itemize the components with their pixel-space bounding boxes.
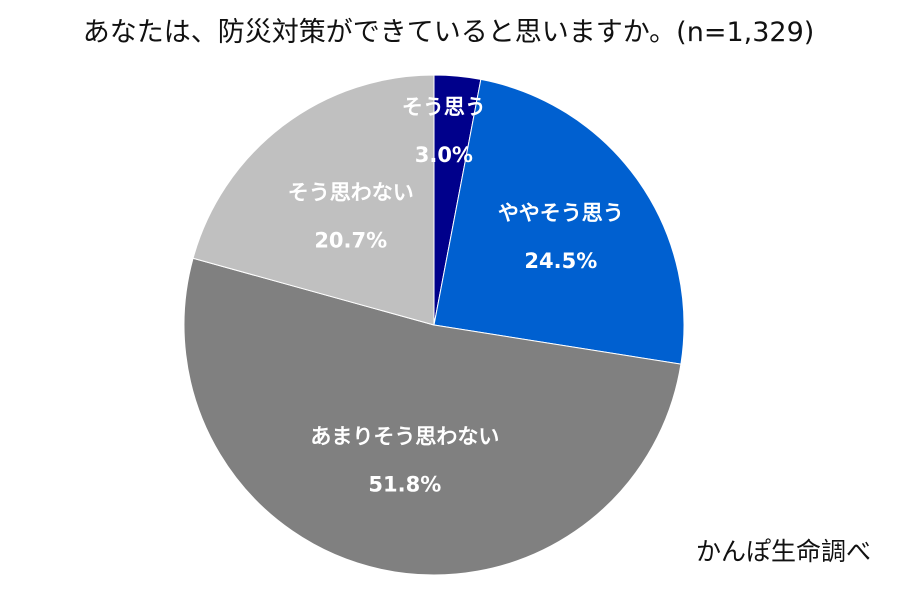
pie-labels: そう思う 3.0% ややそう思う 24.5% あまりそう思わない 51.8% そう思わない 2… — [288, 95, 624, 496]
slice-value-label: 20.7% — [314, 229, 387, 253]
pie-slice — [433, 78, 685, 365]
slice-value-label: 51.8% — [368, 472, 441, 496]
slice-category-label: ややそう思う — [498, 201, 624, 225]
chart-title: あなたは、防災対策ができていると思いますか。(n=1,329) — [82, 17, 815, 48]
slice-category-label: そう思う — [402, 95, 486, 119]
pie-slice — [183, 257, 682, 576]
pie-slice — [192, 74, 435, 326]
slice-category-label: そう思わない — [288, 181, 414, 205]
pie-slices — [183, 74, 685, 576]
slice-category-label: あまりそう思わない — [310, 424, 499, 448]
slice-value-label: 24.5% — [524, 249, 597, 273]
source-note: かんぽ生命調べ — [695, 537, 871, 566]
slice-value-label: 3.0% — [415, 143, 473, 167]
